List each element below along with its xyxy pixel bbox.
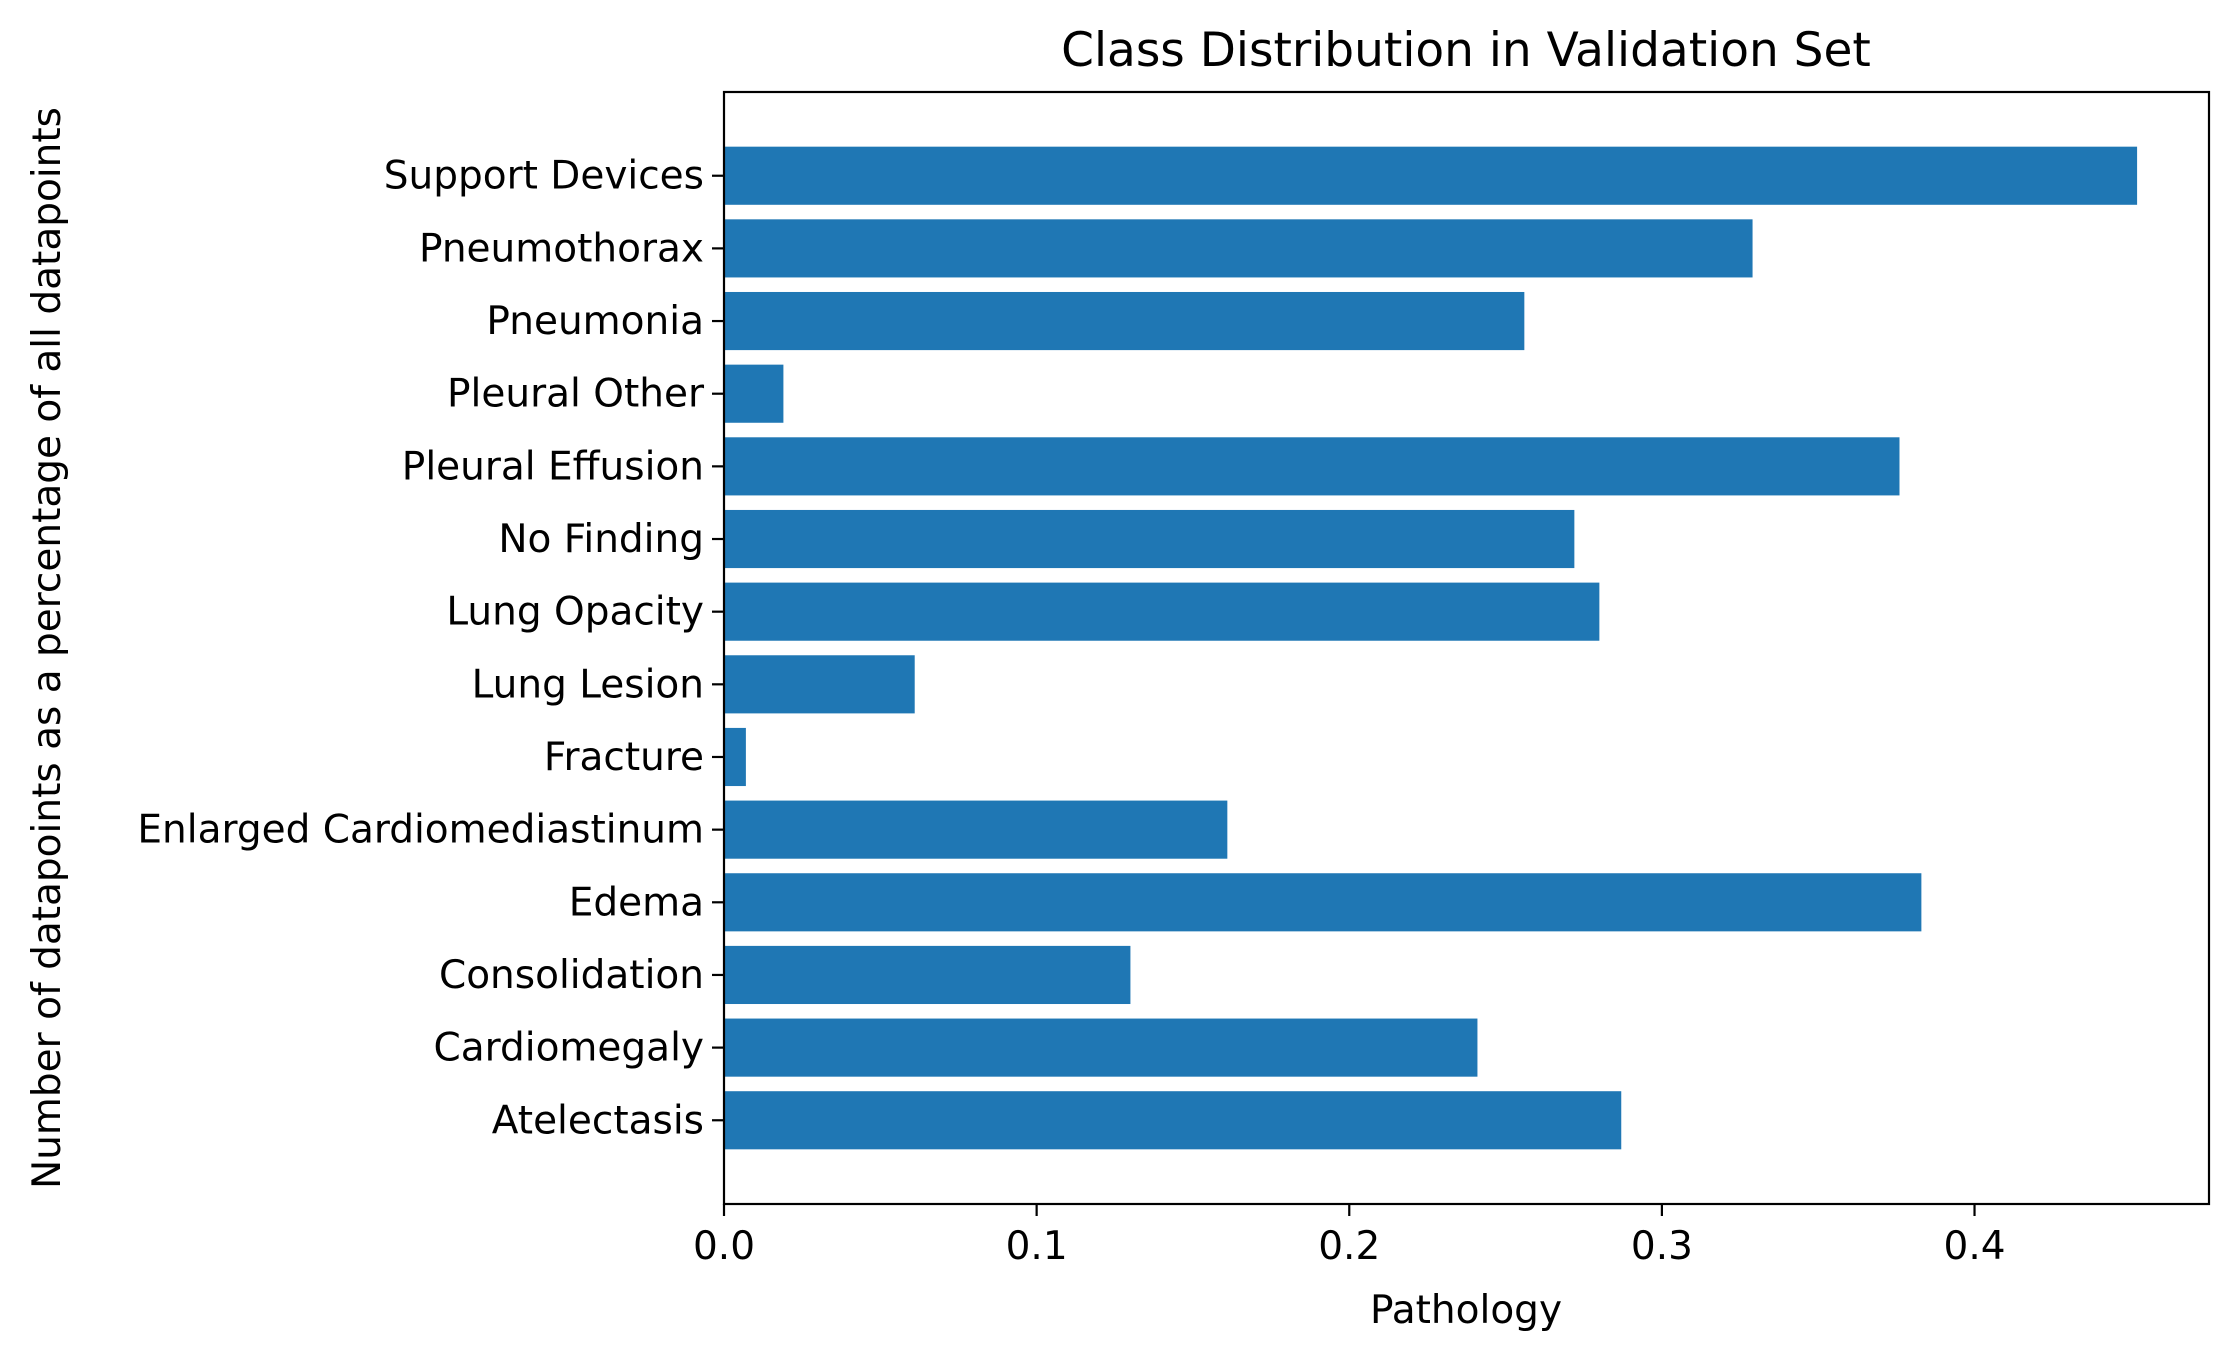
bar-support-devices — [724, 146, 2138, 205]
y-tick-label-atelectasis: Atelectasis — [492, 1098, 704, 1143]
x-tick-label-0: 0.0 — [693, 1224, 755, 1269]
y-axis-label: Number of datapoints as a percentage of … — [25, 107, 70, 1189]
x-axis-label: Pathology — [1370, 1288, 1562, 1333]
y-tick-label-enlarged-cardiomediastinum: Enlarged Cardiomediastinum — [137, 808, 704, 853]
y-tick-label-support-devices: Support Devices — [384, 154, 704, 199]
bar-enlarged-cardiomediastinum — [724, 800, 1228, 859]
bar-cardiomegaly — [724, 1018, 1478, 1077]
y-tick-label-lung-opacity: Lung Opacity — [446, 590, 704, 635]
y-tick-label-fracture: Fracture — [544, 735, 704, 780]
y-tick-label-edema: Edema — [569, 880, 704, 925]
bar-consolidation — [724, 945, 1131, 1005]
y-axis-ticks: Atelectasis Cardiomegaly Consolidation Edem… — [137, 154, 724, 1143]
y-tick-label-lung-lesion: Lung Lesion — [472, 662, 704, 707]
bar-pleural-effusion — [724, 437, 1900, 496]
y-tick-label-pneumothorax: Pneumothorax — [419, 226, 704, 271]
x-tick-label-2: 0.2 — [1318, 1224, 1380, 1269]
bar-pneumonia — [724, 291, 1525, 351]
y-tick-label-consolidation: Consolidation — [439, 953, 704, 998]
y-tick-label-cardiomegaly: Cardiomegaly — [434, 1026, 705, 1071]
bars-group — [724, 146, 2138, 1150]
x-tick-label-4: 0.4 — [1944, 1224, 2006, 1269]
bar-pneumothorax — [724, 219, 1753, 278]
bar-edema — [724, 873, 1922, 932]
y-tick-label-pleural-effusion: Pleural Effusion — [402, 444, 704, 489]
x-tick-label-3: 0.3 — [1631, 1224, 1693, 1269]
x-tick-label-1: 0.1 — [1006, 1224, 1068, 1269]
bar-fracture — [724, 727, 746, 787]
x-axis-ticks: 0.0 0.1 0.2 0.3 0.4 — [693, 1204, 2006, 1269]
y-tick-label-pleural-other: Pleural Other — [447, 372, 705, 417]
bar-lung-lesion — [724, 655, 915, 714]
plot-frame — [722, 90, 2211, 1206]
y-tick-label-no-finding: No Finding — [498, 517, 704, 562]
y-tick-label-pneumonia: Pneumonia — [486, 299, 704, 344]
chart-title: Class Distribution in Validation Set — [1061, 23, 1871, 78]
bar-pleural-other — [724, 364, 784, 423]
bar-atelectasis — [724, 1091, 1622, 1150]
bar-no-finding — [724, 509, 1575, 569]
bar-lung-opacity — [724, 582, 1600, 641]
